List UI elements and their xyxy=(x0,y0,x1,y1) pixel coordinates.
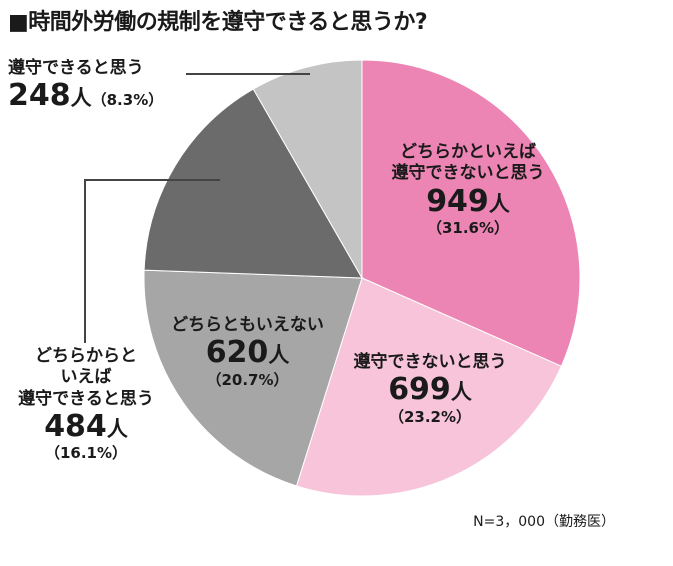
slice-name-2: どちらともいえない xyxy=(171,315,324,335)
slice-pct-0: （31.6%） xyxy=(426,219,510,237)
leader-line-3-v xyxy=(84,179,86,343)
chart-title: ■時間外労働の規制を遵守できると思うか? xyxy=(8,10,428,35)
slice-count-1: 699 xyxy=(388,372,451,408)
slice-label-0: どちらかといえば 遵守できないと思う 949人 （31.6%） xyxy=(368,142,568,238)
slice-count-2: 620 xyxy=(205,335,269,371)
slice-unit-0: 人 xyxy=(488,191,510,216)
slice-label-3: どちらからと いえば 遵守できると思う 484人 （16.1%） xyxy=(0,346,172,463)
slice-pct-2: （20.7%） xyxy=(206,370,289,389)
pie-slice-2 xyxy=(143,269,363,487)
slice-label-2: どちらともいえない 620人 （20.7%） xyxy=(150,315,345,390)
slice-name-3-line3: 遵守できると思う xyxy=(18,388,154,409)
slice-unit-3: 人 xyxy=(106,416,128,441)
slice-pct-4: （8.3%） xyxy=(91,91,164,110)
sample-note: N=3，000（勤務医） xyxy=(473,514,615,530)
pie-slice-1 xyxy=(295,277,563,497)
slice-pct-3: （16.1%） xyxy=(44,444,128,463)
slice-count-4: 248 xyxy=(8,78,71,114)
pie-slice-3 xyxy=(143,88,363,279)
leader-line-4 xyxy=(186,73,310,75)
slice-label-4: 遵守できると思う 248人（8.3%） xyxy=(8,58,188,114)
pie-slice-0 xyxy=(361,59,581,367)
slice-count-3: 484 xyxy=(44,408,107,444)
slice-name-1: 遵守できないと思う xyxy=(353,352,507,372)
slice-unit-4: 人 xyxy=(70,86,92,111)
slice-name-3-line1: どちらからと xyxy=(35,346,137,366)
slice-name-0-line2: 遵守できないと思う xyxy=(391,163,545,184)
slice-unit-2: 人 xyxy=(268,343,290,368)
slice-name-0-line1: どちらかといえば xyxy=(400,142,536,162)
slice-name-4: 遵守できると思う xyxy=(8,58,144,78)
slice-name-3-line2: いえば xyxy=(60,367,112,388)
pie-slice-4 xyxy=(252,59,363,280)
slice-unit-1: 人 xyxy=(450,380,472,405)
slice-count-0: 949 xyxy=(426,183,489,219)
leader-line-3-h xyxy=(84,179,220,181)
slice-pct-1: （23.2%） xyxy=(388,407,472,426)
slice-label-1: 遵守できないと思う 699人 （23.2%） xyxy=(330,352,530,427)
